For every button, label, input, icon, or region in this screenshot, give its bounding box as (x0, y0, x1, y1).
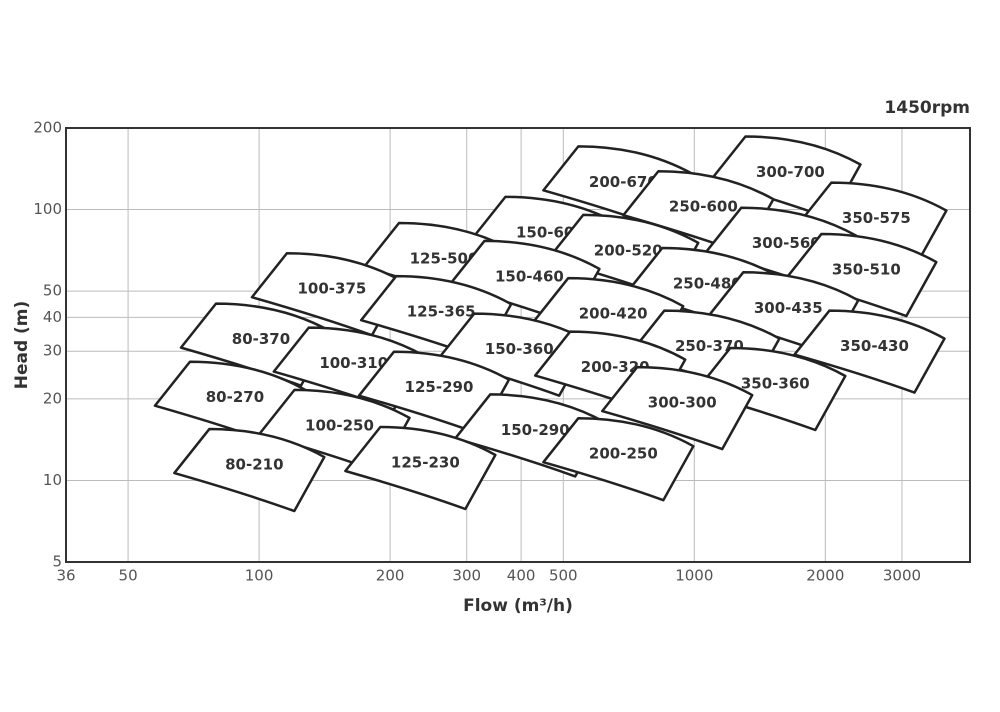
y-tick-label: 100 (33, 200, 62, 218)
pump-label: 80-370 (232, 330, 290, 348)
pump-label: 150-460 (495, 267, 564, 285)
x-tick-label: 50 (119, 567, 138, 585)
y-tick-label: 200 (33, 119, 62, 137)
pump-label: 300-300 (648, 394, 717, 412)
pump-label: 125-500 (410, 249, 479, 267)
chart-title: 1450rpm (884, 98, 970, 118)
pump-label: 300-435 (754, 299, 823, 317)
y-axis-label: Head (m) (12, 301, 32, 390)
pump-label: 250-600 (669, 198, 738, 216)
x-tick-label: 3000 (883, 567, 921, 585)
pump-label: 300-700 (756, 163, 825, 181)
pump-label: 80-210 (225, 456, 283, 474)
y-tick-label: 10 (43, 471, 62, 489)
pump-label: 300-560 (752, 234, 821, 252)
pump-label: 100-375 (297, 280, 366, 298)
y-tick-label: 5 (52, 553, 62, 571)
pump-label: 125-365 (407, 303, 476, 321)
pump-tiles: 200-670300-700250-600350-575150-605200-5… (153, 135, 948, 513)
pump-label: 100-310 (319, 354, 388, 372)
x-tick-label: 500 (549, 567, 578, 585)
pump-label: 200-420 (579, 305, 648, 323)
pump-label: 100-250 (305, 416, 374, 434)
x-tick-label: 400 (507, 567, 536, 585)
pump-tile (344, 425, 497, 511)
pump-label: 200-520 (594, 241, 663, 259)
pump-label: 250-370 (675, 337, 744, 355)
x-tick-label: 2000 (806, 567, 844, 585)
pump-tile (542, 416, 695, 502)
x-axis-label: Flow (m³/h) (463, 596, 573, 616)
pump-tile (173, 427, 326, 513)
pump-label: 80-270 (206, 388, 264, 406)
pump-tile (793, 309, 946, 394)
pump-label: 150-360 (485, 340, 554, 358)
y-tick-label: 30 (43, 342, 62, 360)
pump-label: 350-360 (741, 375, 810, 393)
x-tick-label: 200 (376, 567, 405, 585)
y-tick-label: 50 (43, 282, 62, 300)
pump-tile (600, 365, 754, 451)
pump-label: 350-575 (842, 209, 911, 227)
pump-label: 150-290 (501, 421, 570, 439)
pump-label: 125-290 (405, 378, 474, 396)
pump-label: 125-230 (391, 453, 460, 471)
x-tick-label: 1000 (675, 567, 713, 585)
x-tick-label: 36 (56, 567, 75, 585)
pump-label: 350-510 (832, 261, 901, 279)
pump-label: 250-480 (673, 275, 742, 293)
pump-label: 200-670 (589, 173, 658, 191)
pump-label: 350-430 (840, 337, 909, 355)
pump-label: 200-250 (589, 445, 658, 463)
x-tick-label: 100 (245, 567, 274, 585)
plot-frame (65, 127, 971, 563)
y-tick-label: 40 (43, 308, 62, 326)
x-tick-label: 300 (452, 567, 481, 585)
y-tick-label: 20 (43, 389, 62, 407)
